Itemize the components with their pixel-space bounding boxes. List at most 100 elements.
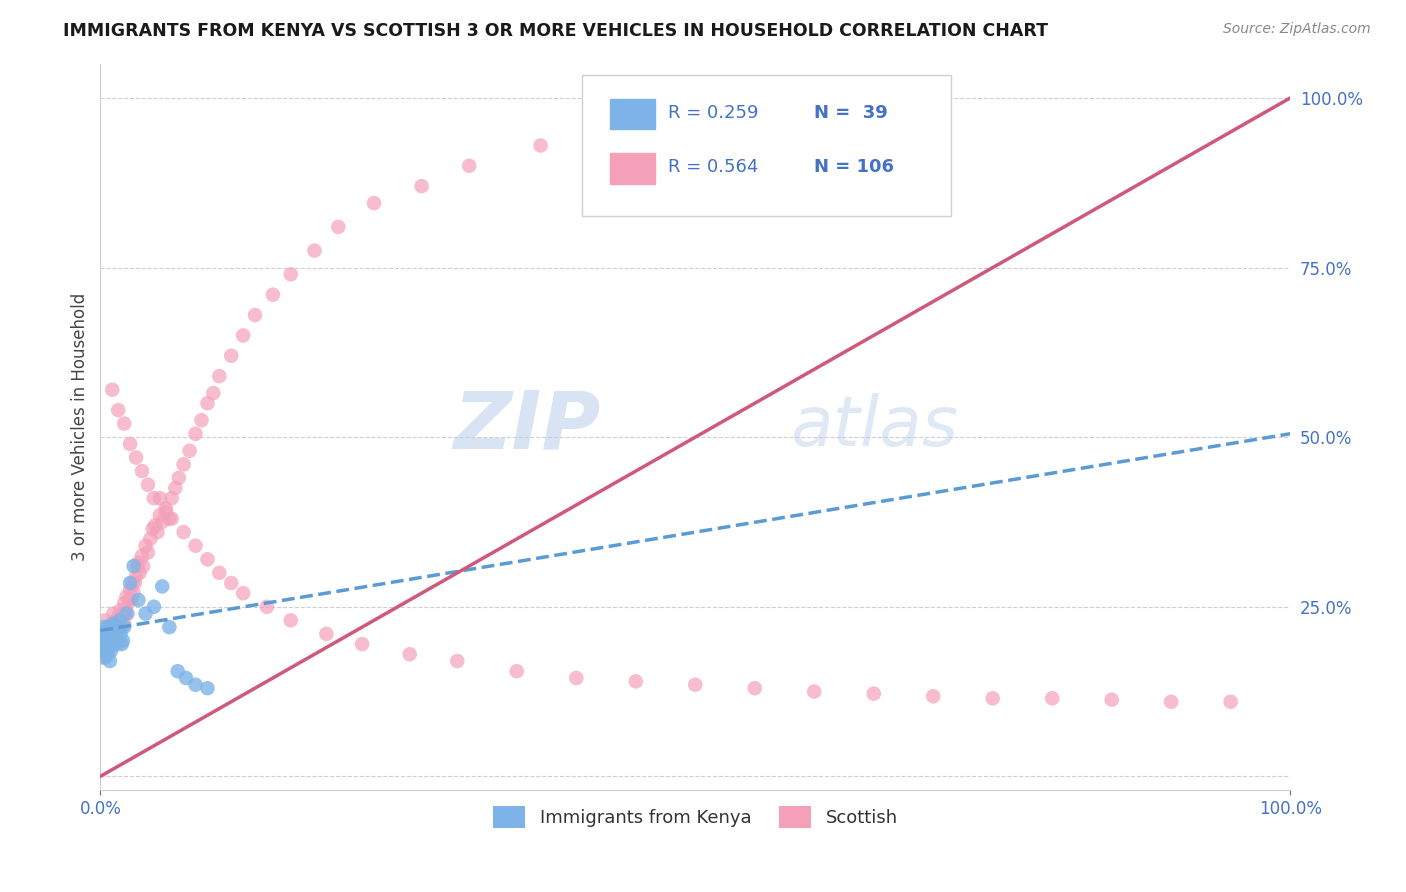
Text: ZIP: ZIP xyxy=(453,388,600,466)
Point xyxy=(139,532,162,546)
Point xyxy=(197,552,219,566)
Point xyxy=(96,630,118,644)
Point xyxy=(150,515,173,529)
Point xyxy=(328,219,350,234)
Point xyxy=(110,627,132,641)
Point xyxy=(160,511,183,525)
Point xyxy=(107,610,129,624)
Point xyxy=(744,681,766,695)
Point xyxy=(114,603,136,617)
Point xyxy=(120,437,142,451)
Point xyxy=(132,559,155,574)
Point xyxy=(91,627,114,641)
Point xyxy=(146,525,169,540)
Point xyxy=(93,624,115,638)
Point xyxy=(160,491,183,506)
Text: atlas: atlas xyxy=(790,393,959,460)
Point xyxy=(128,566,150,580)
Point xyxy=(565,671,588,685)
Point xyxy=(1040,691,1063,706)
Point xyxy=(115,590,138,604)
Point xyxy=(112,417,135,431)
Point xyxy=(352,637,374,651)
Point xyxy=(108,616,131,631)
Point xyxy=(529,138,551,153)
Point xyxy=(117,607,139,621)
Point xyxy=(90,650,112,665)
Point xyxy=(142,522,165,536)
Point xyxy=(149,491,172,506)
Point xyxy=(174,671,197,685)
Y-axis label: 3 or more Vehicles in Household: 3 or more Vehicles in Household xyxy=(72,293,89,561)
Point xyxy=(97,637,120,651)
Text: R = 0.564: R = 0.564 xyxy=(668,158,758,176)
Point xyxy=(149,508,172,523)
Point xyxy=(458,159,481,173)
Point xyxy=(96,624,118,638)
Point xyxy=(108,613,131,627)
Point xyxy=(103,616,125,631)
Point xyxy=(167,471,190,485)
Point xyxy=(922,690,945,704)
Point xyxy=(256,599,278,614)
Point xyxy=(131,549,153,563)
Point xyxy=(105,637,128,651)
Point xyxy=(127,593,149,607)
Text: N = 106: N = 106 xyxy=(814,158,894,176)
Point xyxy=(1160,695,1182,709)
Point xyxy=(208,566,231,580)
Point xyxy=(280,268,302,282)
Point xyxy=(173,458,195,472)
Point xyxy=(184,678,207,692)
Bar xyxy=(610,99,655,129)
Point xyxy=(104,633,127,648)
Point xyxy=(90,644,112,658)
Point xyxy=(136,545,159,559)
Point xyxy=(101,627,124,641)
Point xyxy=(94,633,117,648)
Point xyxy=(101,630,124,644)
Point xyxy=(120,593,142,607)
Point xyxy=(120,582,142,597)
Point xyxy=(1219,695,1241,709)
Point xyxy=(97,640,120,655)
Point xyxy=(208,369,231,384)
Point xyxy=(104,616,127,631)
Point xyxy=(131,464,153,478)
Point xyxy=(398,647,420,661)
Point xyxy=(112,596,135,610)
Point xyxy=(122,586,145,600)
Point xyxy=(112,620,135,634)
Text: N =  39: N = 39 xyxy=(814,103,889,121)
Point xyxy=(104,624,127,638)
Point xyxy=(150,579,173,593)
Point xyxy=(96,637,118,651)
Point xyxy=(125,569,148,583)
Point xyxy=(127,559,149,574)
Point xyxy=(96,647,118,661)
Legend: Immigrants from Kenya, Scottish: Immigrants from Kenya, Scottish xyxy=(485,799,905,835)
FancyBboxPatch shape xyxy=(582,75,950,217)
Point xyxy=(446,654,468,668)
Point xyxy=(120,576,142,591)
Text: R = 0.259: R = 0.259 xyxy=(668,103,758,121)
Point xyxy=(136,477,159,491)
Point xyxy=(115,607,138,621)
Point xyxy=(981,691,1004,706)
Point xyxy=(111,633,134,648)
Point xyxy=(165,481,187,495)
Point xyxy=(112,616,135,631)
Point xyxy=(173,525,195,540)
Point xyxy=(197,396,219,410)
Point xyxy=(135,607,157,621)
Point xyxy=(155,505,177,519)
Point xyxy=(104,624,127,638)
Point xyxy=(96,630,118,644)
Point xyxy=(184,539,207,553)
Point xyxy=(624,674,647,689)
Point xyxy=(219,349,242,363)
Point xyxy=(118,593,141,607)
Point xyxy=(142,491,165,506)
Point xyxy=(315,627,337,641)
Point xyxy=(190,413,212,427)
